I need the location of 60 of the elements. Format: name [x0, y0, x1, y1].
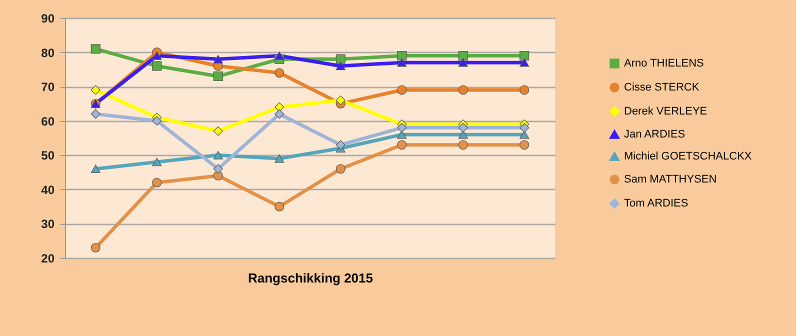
point [274, 52, 284, 60]
point [213, 150, 223, 160]
point [397, 85, 407, 95]
point [458, 140, 468, 150]
y-tick-label: 50 [41, 148, 55, 163]
y-tick-label: 90 [41, 12, 55, 26]
point [274, 154, 284, 163]
legend-label: Derek VERLEYE [624, 106, 708, 118]
y-tick-label: 70 [41, 80, 55, 94]
point [336, 62, 346, 70]
point [336, 96, 346, 106]
point [152, 158, 162, 166]
legend-label: Arno THIELENS [624, 58, 704, 70]
legend-label: Michiel GOETSCHALCKX [624, 150, 752, 162]
legend-label: Sam MATTHYSEN [624, 174, 717, 186]
point [520, 85, 530, 95]
y-tick-label: 60 [41, 114, 55, 128]
x-axis-title: Rangschikking 2015 [248, 270, 373, 286]
point [520, 122, 530, 132]
point [397, 50, 407, 60]
point [458, 58, 468, 67]
point [213, 72, 223, 82]
point [213, 164, 223, 174]
point [213, 126, 223, 136]
point [520, 140, 530, 150]
point [397, 122, 407, 132]
point [274, 102, 284, 112]
point [336, 54, 346, 64]
point [213, 54, 223, 64]
point [90, 242, 100, 252]
point [152, 52, 162, 60]
y-tick-label: 20 [41, 252, 55, 266]
point [520, 58, 530, 67]
point [336, 140, 346, 150]
point [397, 140, 407, 150]
point [152, 178, 162, 188]
point [458, 85, 468, 95]
point [458, 50, 468, 60]
point [520, 130, 530, 139]
legend-label: Cisse STERCK [624, 82, 700, 94]
legend-label: Tom ARDIES [624, 198, 688, 210]
y-tick-label: 80 [41, 46, 55, 60]
point [520, 50, 530, 60]
point [397, 130, 407, 139]
point [274, 202, 284, 212]
point [458, 122, 468, 132]
point [274, 68, 284, 78]
y-tick-label: 30 [41, 217, 55, 232]
point [90, 85, 100, 95]
point [152, 116, 162, 126]
point [458, 130, 468, 139]
point [90, 44, 100, 54]
y-tick-label: 40 [41, 182, 55, 197]
point [274, 109, 284, 119]
point [90, 109, 100, 119]
point [90, 164, 100, 174]
point [336, 164, 346, 174]
legend-label: Jan ARDIES [624, 128, 686, 140]
point [152, 61, 162, 71]
point [397, 58, 407, 67]
